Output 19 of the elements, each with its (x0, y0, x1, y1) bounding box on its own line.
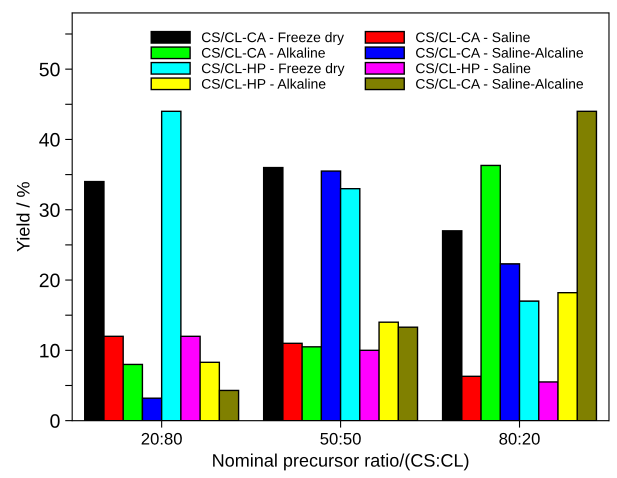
y-tick-label: 10 (40, 344, 60, 358)
y-axis-title: Yield / % (16, 182, 30, 252)
y-tick-label: 50 (40, 62, 60, 76)
legend-label: CS/CL-HP - Saline (416, 63, 530, 74)
x-axis-title: Nominal precursor ratio/(CS:CL) (213, 454, 468, 470)
legend-label: CS/CL-CA - Alkaline (202, 48, 325, 58)
y-tick-label: 0 (50, 414, 60, 428)
legend-label: CS/CL-CA - Saline-Alcaline (416, 78, 584, 89)
legend-label: CS/CL-HP - Alkaline (202, 78, 326, 89)
x-tick-label: 80:20 (499, 432, 540, 445)
legend-label: CS/CL-CA - Saline-Alcaline (416, 48, 584, 58)
y-tick-label: 20 (40, 274, 60, 288)
x-tick-label: 50:50 (320, 432, 361, 445)
x-tick-label: 20:80 (142, 432, 182, 445)
legend-label: CS/CL-CA - Saline (416, 32, 530, 42)
legend-label: CS/CL-HP - Freeze dry (202, 63, 344, 76)
y-tick-label: 30 (40, 203, 60, 217)
y-tick-label: 40 (39, 132, 60, 147)
legend-label: CS/CL-CA - Freeze dry (202, 32, 344, 45)
